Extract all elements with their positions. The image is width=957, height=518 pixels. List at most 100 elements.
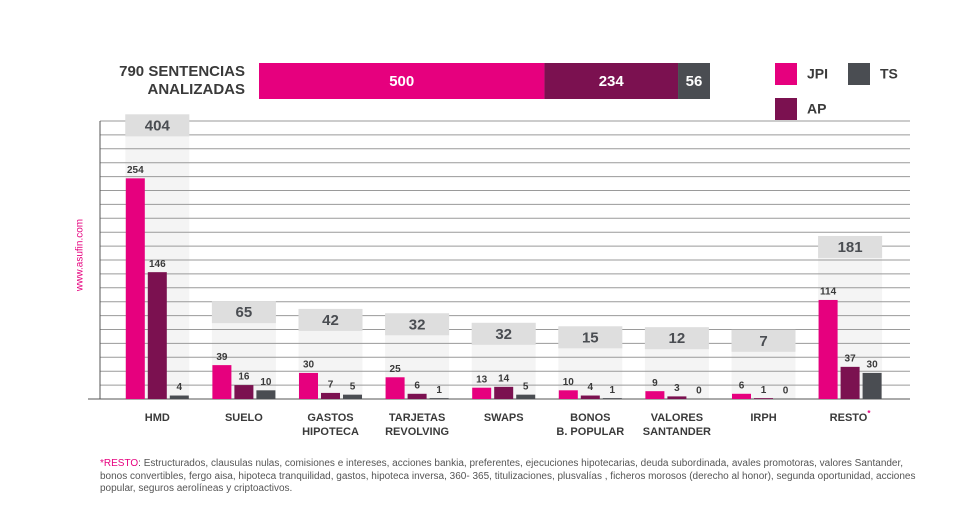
footnote: *RESTO: Estructurados, clausulas nulas, … (100, 458, 930, 496)
total-box (211, 301, 276, 324)
bar (667, 396, 687, 399)
x-tick-label: GASTOS HIPOTECA (302, 412, 359, 438)
value-label: 25 (390, 364, 402, 375)
bar (754, 398, 773, 399)
total-label: 42 (322, 312, 339, 329)
chart-title: 790 SENTENCIAS ANALIZADAS (119, 63, 245, 98)
total-box (125, 114, 190, 137)
legend-swatch (775, 98, 797, 120)
value-label: 14 (498, 373, 510, 384)
bar (125, 178, 145, 399)
value-label: 39 (216, 352, 228, 363)
summary-label: 56 (686, 73, 703, 90)
total-box (385, 313, 450, 336)
bar (580, 395, 600, 399)
total-label: 404 (145, 117, 171, 134)
summary-segment (259, 63, 545, 99)
bar (558, 390, 578, 399)
x-tick-label: SWAPS (484, 412, 524, 424)
bar (147, 272, 167, 399)
x-tick-label: SUELO (225, 412, 263, 424)
total-label: 65 (236, 304, 253, 321)
total-box (818, 235, 883, 258)
bar (234, 385, 254, 399)
grid (100, 120, 910, 400)
value-label: 0 (783, 386, 789, 397)
total-box (558, 326, 623, 349)
summary-label: 500 (389, 73, 414, 90)
value-label: 5 (523, 381, 529, 392)
total-box (471, 322, 536, 345)
value-label: 6 (739, 380, 745, 391)
value-label: 1 (610, 385, 616, 396)
total-label: 7 (759, 333, 767, 350)
legend-label: AP (807, 101, 826, 117)
total-box (644, 327, 709, 350)
x-tick-label: IRPH (750, 412, 776, 424)
total-label: 12 (669, 330, 686, 347)
legend-label: TS (880, 66, 898, 82)
x-tick-label: BONOS B. POPULAR (556, 412, 624, 438)
value-label: 1 (436, 385, 442, 396)
bar (494, 386, 514, 399)
legend-swatch (775, 63, 797, 85)
value-label: 3 (674, 383, 680, 394)
bar (299, 372, 318, 399)
summary-segment (678, 63, 710, 99)
x-tick-label: TARJETAS REVOLVING (385, 412, 449, 438)
value-label: 4 (177, 382, 183, 393)
watermark: www.asufin.com (75, 219, 86, 292)
bar (862, 372, 882, 399)
total-box (298, 308, 363, 331)
value-label: 1 (761, 385, 767, 396)
x-tick-label: VALORES SANTANDER (643, 412, 711, 438)
value-label: 6 (414, 380, 420, 391)
legend-label: JPI (807, 66, 828, 82)
summary-label: 234 (599, 73, 625, 90)
value-label: 10 (563, 377, 575, 388)
legend-swatch (848, 63, 870, 85)
value-label: 30 (867, 360, 879, 371)
value-label: 5 (350, 381, 356, 392)
x-tick-label: RESTO* (830, 409, 872, 424)
bar (407, 393, 427, 399)
x-tick-label: HMD (145, 412, 170, 424)
bar (840, 366, 860, 399)
bar (516, 394, 536, 399)
value-label: 13 (476, 374, 488, 385)
bar (602, 398, 622, 399)
total-box (731, 329, 796, 352)
value-label: 0 (696, 386, 702, 397)
bar (732, 393, 751, 399)
value-label: 30 (303, 360, 315, 371)
bar (256, 390, 276, 399)
total-label: 181 (838, 239, 863, 256)
bar (472, 387, 492, 399)
value-label: 10 (260, 377, 272, 388)
chart: 790 SENTENCIAS ANALIZADAS 500 234 56 JPIAPTSw… (75, 63, 910, 438)
bar (645, 391, 665, 399)
value-label: 37 (845, 353, 857, 364)
footnote-marker: * (867, 409, 871, 418)
value-label: 4 (588, 382, 594, 393)
bar (169, 395, 189, 399)
bar (818, 299, 838, 399)
footnote-text: : Estructurados, clausulas nulas, comisi… (100, 458, 916, 494)
value-label: 7 (328, 380, 334, 391)
total-label: 32 (409, 316, 426, 333)
bar (321, 392, 340, 399)
bar (385, 377, 405, 399)
summary-segment (544, 63, 679, 99)
value-label: 114 (820, 287, 837, 298)
bar (343, 394, 362, 399)
value-label: 254 (127, 165, 144, 176)
value-label: 146 (149, 259, 166, 270)
footnote-label: *RESTO (100, 458, 139, 469)
value-label: 16 (238, 372, 250, 383)
total-label: 15 (582, 329, 599, 346)
value-label: 9 (652, 378, 658, 389)
total-label: 32 (495, 326, 512, 343)
bar (212, 365, 232, 399)
bar (429, 398, 449, 399)
